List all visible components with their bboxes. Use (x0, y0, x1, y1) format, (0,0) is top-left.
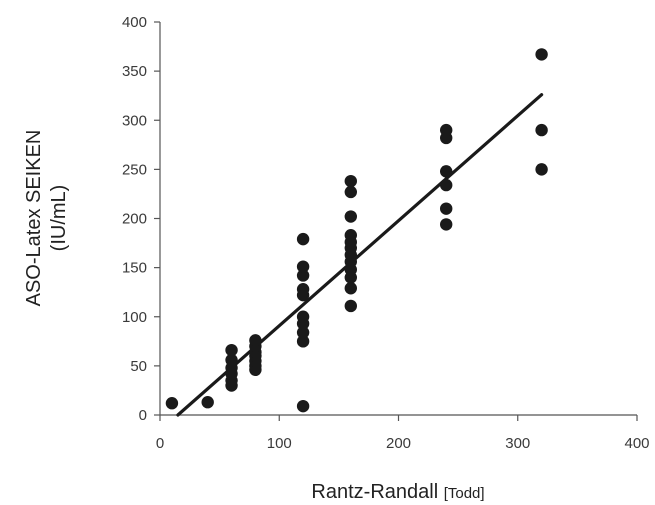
x-axis-title-unit: [Todd] (444, 485, 485, 502)
data-point (440, 218, 453, 231)
data-point (344, 282, 357, 295)
x-ticks: 0 100 200 300 400 (156, 415, 650, 452)
y-axis-title-line2: (IU/mL) (48, 185, 70, 252)
data-point (344, 210, 357, 223)
y-ticks: 0 50 100 150 200 250 300 350 400 (122, 14, 160, 424)
x-tick-label: 300 (505, 435, 530, 452)
data-point (344, 174, 357, 188)
data-point (225, 353, 238, 367)
y-tick-label: 200 (122, 211, 147, 228)
data-point (344, 229, 357, 242)
data-point (440, 123, 453, 137)
trendline-group (176, 93, 544, 417)
data-point (296, 269, 310, 282)
data-point (535, 163, 548, 176)
data-point (296, 399, 310, 413)
data-point (535, 48, 548, 61)
data-point (296, 310, 310, 323)
y-tick-label: 250 (122, 161, 147, 178)
data-point (296, 260, 310, 273)
data-point (344, 185, 357, 199)
data-point (165, 397, 179, 410)
y-tick-label: 300 (122, 112, 147, 129)
x-tick-label: 100 (267, 435, 292, 452)
y-axis-title: ASO-Latex SEIKEN (IU/mL) (23, 130, 70, 307)
data-point (201, 396, 214, 409)
y-tick-label: 150 (122, 260, 147, 277)
data-point (225, 343, 238, 357)
y-tick-label: 100 (122, 309, 147, 326)
y-tick-label: 0 (139, 407, 147, 424)
x-axis-title-main: Rantz-Randall (311, 481, 443, 503)
x-axis-title: Rantz-Randall [Todd] (311, 481, 484, 503)
data-point (296, 335, 310, 348)
x-tick-label: 400 (624, 435, 649, 452)
data-point (344, 299, 357, 313)
data-point (296, 326, 310, 339)
data-point (296, 232, 310, 246)
x-tick-label: 0 (156, 435, 164, 452)
data-point (440, 178, 453, 192)
data-point (440, 165, 453, 178)
data-point (535, 123, 548, 137)
data-points (165, 48, 548, 413)
regression-line (176, 93, 544, 417)
data-point (249, 334, 262, 347)
y-tick-label: 350 (122, 63, 147, 80)
x-tick-label: 200 (386, 435, 411, 452)
y-axis-title-line1: ASO-Latex SEIKEN (23, 130, 45, 307)
data-point (440, 202, 453, 215)
y-tick-label: 400 (122, 14, 147, 31)
data-point (296, 283, 310, 296)
y-tick-label: 50 (130, 358, 147, 375)
